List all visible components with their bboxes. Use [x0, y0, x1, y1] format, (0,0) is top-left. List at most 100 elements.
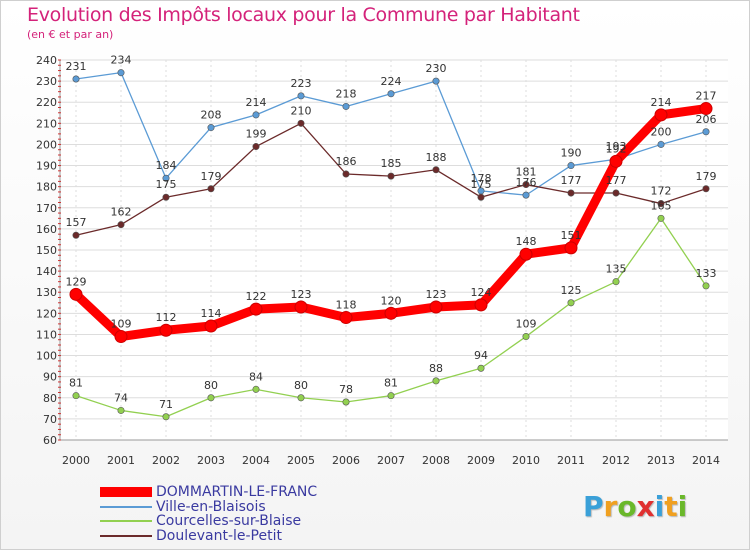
y-tick-label: 160	[36, 223, 57, 236]
data-label: 234	[111, 54, 132, 67]
data-label: 214	[651, 96, 672, 109]
data-point	[699, 102, 713, 116]
data-label: 88	[429, 362, 443, 375]
data-point	[204, 319, 218, 333]
data-label: 78	[339, 383, 353, 396]
legend: DOMMARTIN-LE-FRANC Ville-en-Blaisois Courc…	[100, 485, 317, 543]
y-tick-label: 60	[43, 434, 57, 447]
x-tick-label: 2004	[242, 454, 270, 467]
data-label: 81	[69, 377, 83, 390]
data-point	[612, 278, 620, 286]
data-label: 210	[291, 104, 312, 117]
y-tick-label: 100	[36, 350, 57, 363]
data-point	[69, 287, 83, 301]
y-tick-label: 180	[36, 181, 57, 194]
x-tick-label: 2013	[647, 454, 675, 467]
data-label: 176	[516, 176, 537, 189]
data-point	[249, 302, 263, 316]
data-point	[342, 170, 350, 178]
logo-letter: x	[636, 490, 655, 523]
y-tick-label: 200	[36, 138, 57, 151]
data-point	[162, 193, 170, 201]
data-label: 157	[66, 216, 87, 229]
data-label: 231	[66, 60, 87, 73]
data-point	[657, 200, 665, 208]
legend-label: Ville-en-Blaisois	[156, 498, 266, 515]
data-label: 129	[66, 275, 87, 288]
data-point	[567, 162, 575, 170]
x-tick-label: 2014	[692, 454, 720, 467]
logo-letter: r	[603, 490, 618, 523]
y-tick-label: 90	[43, 371, 57, 384]
x-tick-label: 2011	[557, 454, 585, 467]
data-label: 175	[471, 178, 492, 191]
data-point	[162, 413, 170, 421]
data-label: 185	[381, 157, 402, 170]
data-label: 217	[696, 90, 717, 103]
data-label: 179	[201, 170, 222, 183]
x-tick-label: 2008	[422, 454, 450, 467]
data-point	[72, 231, 80, 239]
y-tick-label: 120	[36, 307, 57, 320]
proxiti-logo: Proxiti	[583, 490, 687, 523]
data-label: 178	[471, 172, 492, 185]
x-tick-label: 2009	[467, 454, 495, 467]
data-point	[207, 124, 215, 132]
data-point	[72, 392, 80, 400]
legend-swatch	[100, 520, 152, 523]
y-tick-label: 220	[36, 96, 57, 109]
y-tick-label: 140	[36, 265, 57, 278]
data-point	[522, 191, 530, 199]
y-tick-label: 80	[43, 392, 57, 405]
data-point	[654, 108, 668, 122]
data-point	[609, 154, 623, 168]
x-tick-label: 2006	[332, 454, 360, 467]
data-point	[567, 189, 575, 197]
data-label: 172	[651, 185, 672, 198]
data-point	[432, 166, 440, 174]
legend-swatch	[100, 505, 152, 508]
data-label: 190	[561, 147, 582, 160]
legend-item: Doulevant-le-Petit	[100, 529, 317, 544]
y-tick-label: 70	[43, 413, 57, 426]
data-label: 122	[246, 290, 267, 303]
x-tick-label: 2005	[287, 454, 315, 467]
data-label: 200	[651, 125, 672, 138]
data-point	[162, 174, 170, 182]
data-label: 162	[111, 206, 132, 219]
data-label: 135	[606, 263, 627, 276]
data-label: 214	[246, 96, 267, 109]
data-point	[339, 311, 353, 325]
data-label: 109	[111, 318, 132, 331]
data-label: 94	[474, 349, 488, 362]
data-label: 148	[516, 235, 537, 248]
logo-letter: t	[664, 490, 678, 523]
data-point	[522, 333, 530, 341]
data-label: 175	[156, 178, 177, 191]
data-label: 80	[204, 379, 218, 392]
data-point	[252, 143, 260, 151]
legend-label: Doulevant-le-Petit	[156, 527, 282, 544]
logo-letter: o	[617, 490, 637, 523]
x-tick-label: 2003	[197, 454, 225, 467]
data-label: 71	[159, 398, 173, 411]
legend-label: DOMMARTIN-LE-FRANC	[156, 484, 318, 501]
data-label: 230	[426, 62, 447, 75]
data-point	[477, 364, 485, 372]
x-tick-label: 2000	[62, 454, 90, 467]
logo-letter: P	[583, 490, 604, 523]
y-tick-label: 210	[36, 117, 57, 130]
data-label: 125	[561, 284, 582, 297]
data-point	[432, 77, 440, 85]
chart-title: Evolution des Impôts locaux pour la Comm…	[27, 4, 580, 26]
chart-subtitle: (en € et par an)	[27, 28, 114, 41]
data-point	[207, 394, 215, 402]
legend-label: Courcelles-sur-Blaise	[156, 513, 302, 530]
data-label: 80	[294, 379, 308, 392]
logo-letter: i	[677, 490, 688, 523]
data-point	[384, 306, 398, 320]
data-label: 165	[651, 199, 672, 212]
data-label: 199	[246, 128, 267, 141]
data-point	[252, 385, 260, 393]
data-point	[564, 241, 578, 255]
